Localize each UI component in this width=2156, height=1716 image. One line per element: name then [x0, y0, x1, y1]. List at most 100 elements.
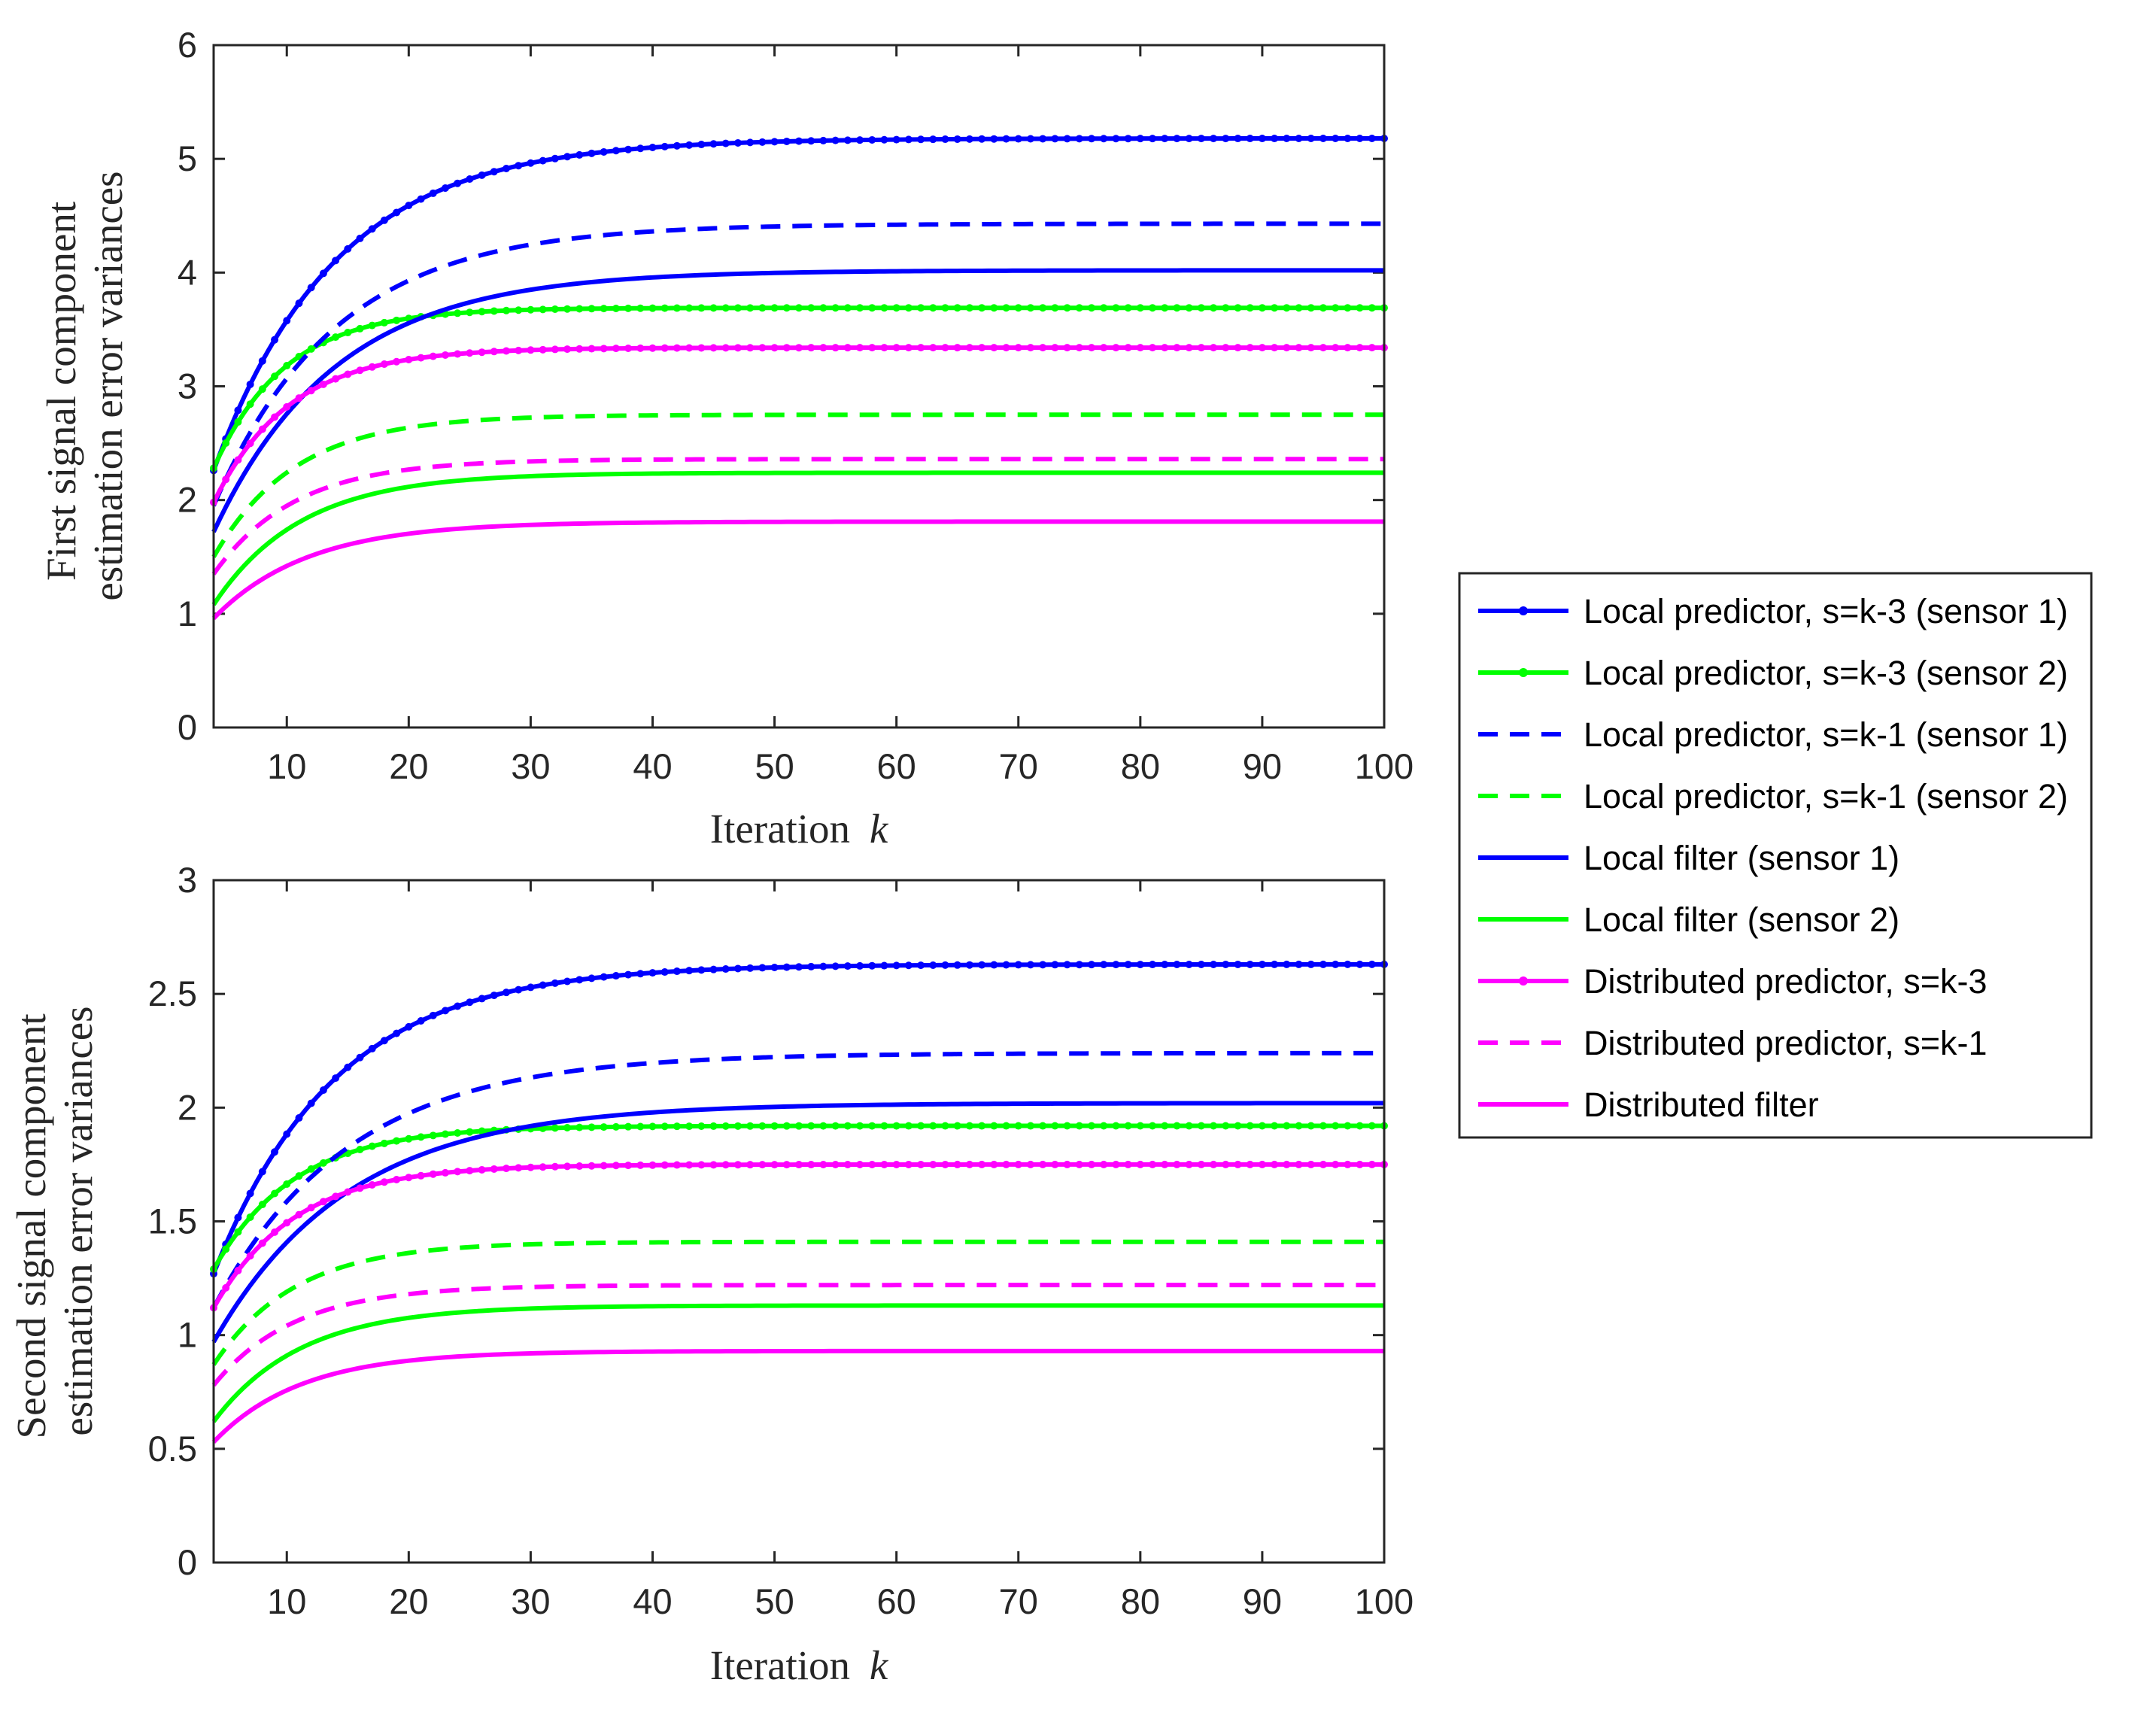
bottom-chart-series-marker	[295, 1210, 303, 1219]
top-chart-series-marker	[490, 168, 498, 176]
top-chart-series-marker	[709, 344, 718, 352]
top-chart-series-marker	[648, 144, 657, 152]
bottom-chart-series-marker	[307, 1204, 315, 1212]
top-chart-series-marker	[1197, 304, 1205, 312]
bottom-chart-series-marker	[588, 974, 596, 983]
top-chart-series-marker	[660, 142, 669, 150]
bottom-chart-series-marker	[990, 1160, 998, 1168]
bottom-chart-series-marker	[965, 1122, 973, 1130]
top-chart-x-tick-label: 100	[1355, 746, 1414, 786]
bottom-chart-series-marker	[721, 965, 730, 973]
top-chart-series-marker	[1234, 135, 1242, 143]
bottom-chart-series-marker	[393, 1175, 401, 1183]
bottom-chart-series-marker	[648, 1122, 657, 1131]
bottom-chart-series-marker	[393, 1029, 401, 1037]
top-chart-series-marker	[503, 347, 510, 355]
bottom-chart-series-marker	[1283, 1122, 1291, 1130]
top-chart-y-axis-label-line1: First signal component	[38, 202, 84, 581]
top-chart-panel: 10 20 30 40 50 60 70 80 90 100 0 1 2 3 4 5 6 Iteration …	[38, 25, 1414, 852]
bottom-chart-series-marker	[246, 1189, 254, 1198]
bottom-chart-series-marker	[1161, 961, 1169, 969]
top-chart-series-marker	[454, 179, 462, 187]
legend-entry: Local filter (sensor 1)	[1478, 839, 1899, 877]
bottom-chart-series-marker	[941, 1122, 949, 1130]
top-chart-x-tick-labels: 10 20 30 40 50 60 70 80 90 100	[267, 746, 1414, 786]
top-chart-series-marker	[770, 344, 779, 352]
bottom-chart-series-marker	[246, 1252, 254, 1260]
bottom-chart-series-marker	[819, 1122, 827, 1130]
top-chart-series-marker	[697, 304, 706, 312]
top-chart-series-marker	[1075, 135, 1083, 143]
bottom-chart-y-tick-label: 2.5	[148, 973, 197, 1013]
top-chart-series-marker	[612, 304, 620, 312]
top-chart-series-marker	[527, 159, 535, 167]
bottom-chart-series-marker	[978, 1122, 986, 1130]
bottom-chart-series-marker	[953, 1160, 961, 1168]
bottom-chart-y-tick-label: 2	[178, 1087, 197, 1127]
top-chart-series-marker	[1161, 344, 1169, 352]
bottom-chart-series-marker	[600, 1162, 608, 1170]
bottom-chart-series-marker	[368, 1181, 376, 1189]
top-chart-series-marker	[1234, 344, 1242, 352]
bottom-chart-series-marker	[1271, 960, 1279, 968]
top-chart-series-marker	[575, 150, 584, 159]
legend-label: Local filter (sensor 2)	[1584, 901, 1899, 939]
top-chart-series-marker	[1368, 304, 1376, 312]
bottom-chart-series-marker	[1124, 1160, 1132, 1168]
bottom-chart-series-marker	[1222, 1122, 1230, 1130]
top-chart-series-marker	[1026, 135, 1034, 143]
top-chart-series-marker	[721, 139, 730, 147]
top-chart-series-marker	[1210, 135, 1218, 143]
bottom-chart-series-marker	[1014, 1122, 1022, 1130]
bottom-chart-series-marker	[770, 1161, 779, 1169]
top-chart-series-marker	[612, 147, 620, 155]
bottom-chart-series-marker	[1075, 1160, 1083, 1168]
top-chart-series-marker	[258, 385, 266, 393]
bottom-chart-series-marker	[1234, 1160, 1242, 1168]
top-chart-series-7	[211, 457, 1384, 576]
bottom-chart-series-marker	[575, 1162, 584, 1171]
bottom-chart-series-marker	[1356, 960, 1364, 968]
top-chart-series-marker	[819, 136, 827, 144]
top-chart-series-marker	[807, 137, 815, 145]
top-chart-series-marker	[1368, 344, 1376, 352]
bottom-chart-series-marker	[1173, 1122, 1181, 1130]
top-chart-series-marker	[600, 305, 608, 313]
top-chart-series-marker	[1307, 344, 1315, 352]
top-chart-series-marker	[332, 257, 340, 265]
top-chart-x-tick-label: 50	[755, 746, 794, 786]
top-chart-series-marker	[1173, 304, 1181, 312]
bottom-chart-series-marker	[295, 1114, 303, 1122]
bottom-chart-series-4	[211, 1101, 1385, 1344]
bottom-chart-series-marker	[746, 964, 755, 972]
bottom-chart-series-marker	[795, 963, 803, 971]
bottom-chart-series-marker	[612, 1162, 620, 1170]
top-chart-series-marker	[393, 316, 401, 324]
top-chart-series-marker	[1173, 344, 1181, 352]
bottom-chart-series-marker	[1088, 1122, 1095, 1130]
bottom-chart-x-tick-label: 50	[755, 1581, 794, 1621]
top-chart-series-marker	[466, 349, 474, 357]
bottom-chart-series-3	[211, 1239, 1384, 1366]
top-chart-series-marker	[758, 304, 767, 312]
bottom-chart-series-marker	[758, 1122, 767, 1130]
top-chart-series-marker	[904, 344, 913, 352]
bottom-chart-series-marker	[807, 1122, 815, 1130]
bottom-chart-series-marker	[1295, 960, 1303, 968]
top-chart-series-marker	[1149, 344, 1157, 352]
bottom-chart-series-2	[211, 1050, 1385, 1309]
bottom-chart-series-marker	[466, 1128, 474, 1136]
top-chart-series-marker	[490, 348, 498, 356]
bottom-chart-series-marker	[307, 1099, 315, 1107]
top-chart-series-marker	[843, 304, 852, 312]
bottom-chart-series-marker	[319, 1198, 327, 1206]
top-chart-series-2	[211, 221, 1384, 507]
top-chart-series-marker	[429, 189, 437, 197]
top-chart-series-marker	[490, 307, 498, 315]
top-chart-series-marker	[673, 141, 681, 150]
bottom-chart-series-marker	[868, 1160, 876, 1168]
top-chart-series-marker	[380, 216, 388, 224]
bottom-chart-series-marker	[1319, 1122, 1327, 1130]
top-chart-series-marker	[1136, 304, 1144, 312]
bottom-chart-series-marker	[1136, 1160, 1144, 1168]
